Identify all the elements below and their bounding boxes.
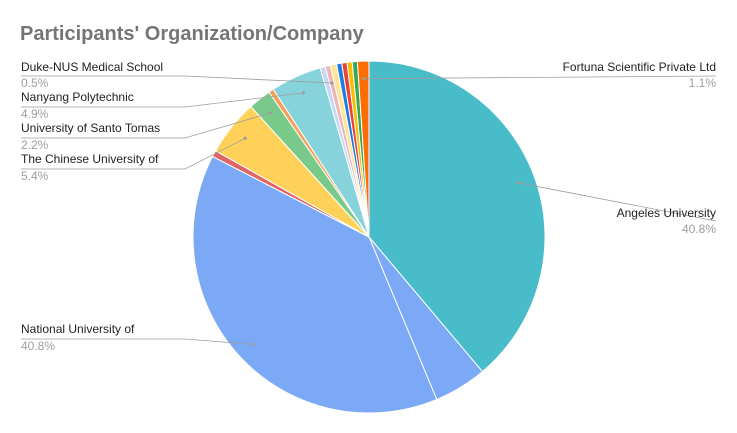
leader-dot [330, 81, 334, 85]
leader-dot [301, 91, 305, 95]
slice-labels: Angeles University 40.8% National Universi… [21, 60, 716, 353]
slice-label-percent: 40.8% [21, 339, 55, 353]
leader-dot [516, 181, 520, 185]
slice-label-percent: 5.4% [21, 169, 49, 183]
leader-line [21, 112, 271, 139]
leader-line [21, 137, 246, 170]
leader-line [363, 75, 717, 80]
slice-label-percent: 1.1% [689, 76, 717, 90]
leader-line [21, 92, 304, 108]
leader-dot [269, 111, 273, 115]
leader-line [517, 182, 717, 222]
slice-label-name: Fortuna Scientific Private Ltd [563, 60, 716, 74]
slice-label-percent: 40.8% [682, 222, 716, 236]
leader-line [21, 75, 332, 84]
leader-dot [362, 77, 366, 81]
slice-label-percent: 4.9% [21, 107, 49, 121]
pie-slice [192, 155, 438, 414]
slice-label-name: The Chinese University of [21, 152, 159, 166]
pie-slice [356, 60, 370, 238]
pie-slice [368, 60, 546, 373]
slice-label-percent: 0.5% [21, 76, 49, 90]
slice-label-name: Angeles University [617, 206, 716, 220]
pie-slices [192, 60, 546, 414]
leader-line [21, 338, 253, 345]
slice-label-name: Nanyang Polytechnic [21, 90, 134, 104]
leader-dot [251, 342, 255, 346]
chart-title: Participants' Organization/Company [20, 23, 365, 45]
slice-label-name: University of Santo Tomas [21, 121, 160, 135]
leader-dot [243, 136, 247, 140]
slice-label-name: National University of [21, 322, 135, 336]
slice-label-name: Duke-NUS Medical School [21, 60, 163, 74]
slice-label-percent: 2.2% [21, 138, 49, 152]
